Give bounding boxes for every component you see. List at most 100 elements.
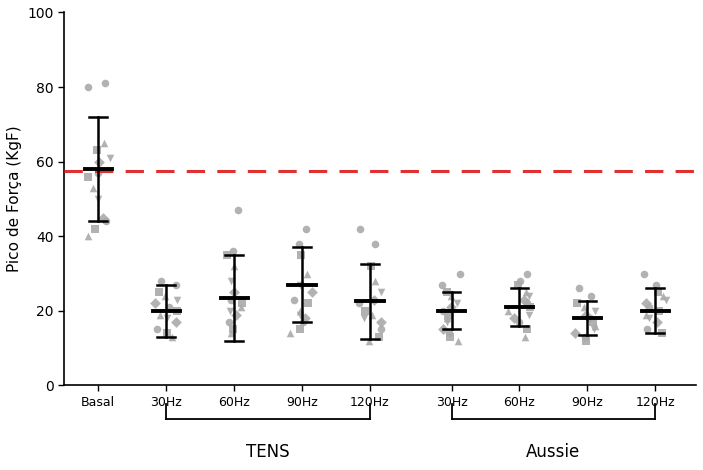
Point xyxy=(297,318,308,326)
Point xyxy=(163,303,174,311)
Point xyxy=(573,285,584,292)
Point xyxy=(437,307,449,314)
Point xyxy=(221,251,233,258)
Point xyxy=(155,277,167,285)
Point xyxy=(100,218,111,225)
Point xyxy=(580,311,591,318)
Point xyxy=(154,311,165,318)
Point xyxy=(228,289,239,296)
Point xyxy=(237,299,248,307)
Point xyxy=(307,289,318,296)
Point xyxy=(521,270,532,277)
Point xyxy=(82,233,93,240)
Point xyxy=(441,318,452,326)
Point xyxy=(657,329,668,337)
Point xyxy=(228,247,239,255)
Point xyxy=(513,318,524,326)
Point xyxy=(153,289,165,296)
Point xyxy=(569,329,581,337)
Point xyxy=(354,225,366,233)
Point xyxy=(82,173,93,180)
Point xyxy=(441,289,453,296)
Point xyxy=(438,326,449,333)
Point xyxy=(375,326,387,333)
Point xyxy=(452,299,463,307)
Point xyxy=(586,292,597,300)
Point xyxy=(508,314,520,322)
Point xyxy=(87,184,98,191)
Point xyxy=(98,139,110,147)
Point xyxy=(152,326,163,333)
Point xyxy=(643,314,654,322)
Point xyxy=(454,270,465,277)
Point xyxy=(293,240,304,247)
Point xyxy=(453,337,464,345)
Point xyxy=(171,296,182,303)
Point xyxy=(369,296,380,303)
Point xyxy=(227,326,238,333)
Point xyxy=(91,147,103,154)
Point xyxy=(642,326,653,333)
Point xyxy=(658,292,669,300)
Point xyxy=(225,296,236,303)
Point xyxy=(579,303,590,311)
Point xyxy=(652,318,663,326)
Point xyxy=(441,314,453,322)
Point xyxy=(572,299,583,307)
Point xyxy=(445,292,456,300)
Point xyxy=(661,296,672,303)
Point xyxy=(358,314,369,322)
Point xyxy=(518,296,529,303)
Point xyxy=(639,270,650,277)
Point xyxy=(93,195,104,203)
Point xyxy=(162,314,173,322)
Point xyxy=(640,311,652,318)
Point xyxy=(228,262,240,270)
Point xyxy=(654,307,665,314)
Point xyxy=(104,154,115,162)
Point xyxy=(226,277,237,285)
Point xyxy=(365,262,376,270)
Point xyxy=(354,299,365,307)
Text: TENS: TENS xyxy=(246,443,290,461)
Point xyxy=(161,329,172,337)
Point xyxy=(82,83,93,91)
Point xyxy=(375,289,387,296)
Point xyxy=(295,307,306,314)
Point xyxy=(300,225,311,233)
Point xyxy=(444,333,456,341)
Point xyxy=(580,333,591,341)
Point xyxy=(363,337,375,345)
Point xyxy=(523,292,534,300)
Point xyxy=(224,307,236,314)
Point xyxy=(299,314,311,322)
Point xyxy=(284,329,295,337)
Point xyxy=(521,299,532,307)
Point xyxy=(444,329,455,337)
Point xyxy=(172,307,183,314)
Point xyxy=(93,169,104,177)
Point xyxy=(589,307,600,314)
Point xyxy=(149,299,160,307)
Point xyxy=(302,270,313,277)
Point xyxy=(367,311,378,318)
Point xyxy=(590,322,601,329)
Point xyxy=(369,277,380,285)
Point xyxy=(640,299,652,307)
Point xyxy=(587,318,598,326)
Point xyxy=(235,303,246,311)
Point xyxy=(225,329,236,337)
Point xyxy=(513,281,524,289)
Point xyxy=(171,318,182,326)
Point xyxy=(643,303,654,311)
Point xyxy=(93,158,105,165)
Point xyxy=(524,303,536,311)
Point xyxy=(171,281,182,289)
Point xyxy=(581,337,592,345)
Point xyxy=(515,277,526,285)
Point xyxy=(302,299,314,307)
Point xyxy=(373,333,384,341)
Point xyxy=(588,326,600,333)
Point xyxy=(295,251,307,258)
Point xyxy=(231,311,242,318)
